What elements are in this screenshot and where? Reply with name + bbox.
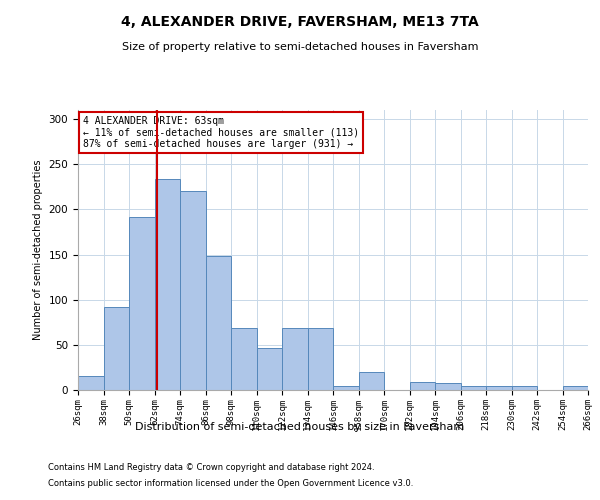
Bar [359,372,384,390]
Text: Distribution of semi-detached houses by size in Faversham: Distribution of semi-detached houses by … [136,422,464,432]
Bar [282,328,308,390]
Bar [409,382,435,390]
Bar [180,192,205,390]
Bar [435,383,461,390]
Bar [461,386,486,390]
Y-axis label: Number of semi-detached properties: Number of semi-detached properties [33,160,43,340]
Bar [78,376,104,390]
Bar [333,386,359,390]
Text: Contains HM Land Registry data © Crown copyright and database right 2024.: Contains HM Land Registry data © Crown c… [48,464,374,472]
Text: Contains public sector information licensed under the Open Government Licence v3: Contains public sector information licen… [48,478,413,488]
Bar [486,386,511,390]
Bar [257,348,282,390]
Bar [511,386,537,390]
Bar [104,307,129,390]
Text: 4 ALEXANDER DRIVE: 63sqm
← 11% of semi-detached houses are smaller (113)
87% of : 4 ALEXANDER DRIVE: 63sqm ← 11% of semi-d… [83,116,359,149]
Bar [231,328,257,390]
Text: Size of property relative to semi-detached houses in Faversham: Size of property relative to semi-detach… [122,42,478,52]
Bar [563,386,588,390]
Bar [155,178,180,390]
Bar [205,256,231,390]
Bar [129,218,155,390]
Text: 4, ALEXANDER DRIVE, FAVERSHAM, ME13 7TA: 4, ALEXANDER DRIVE, FAVERSHAM, ME13 7TA [121,15,479,29]
Bar [308,328,333,390]
